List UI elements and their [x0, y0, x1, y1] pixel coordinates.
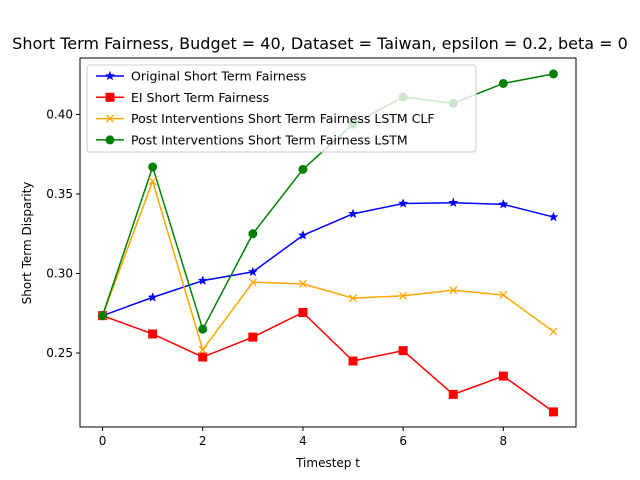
data-point — [448, 197, 459, 208]
x-tick-label: 0 — [99, 434, 107, 448]
data-point — [298, 307, 308, 317]
legend-marker — [105, 92, 115, 102]
plot-frame — [79, 57, 577, 428]
x-tick-label: 8 — [500, 434, 508, 448]
data-point — [498, 371, 508, 381]
data-point — [348, 294, 358, 303]
data-point — [348, 356, 358, 366]
data-point — [498, 198, 509, 209]
legend-label: Original Short Term Fairness — [131, 69, 306, 84]
legend-label: Post Interventions Short Term Fairness L… — [131, 111, 435, 126]
legend-marker — [104, 70, 116, 81]
legend-box — [86, 64, 477, 153]
data-point — [398, 198, 409, 208]
legend-label: EI Short Term Fairness — [131, 90, 269, 105]
data-point — [148, 162, 158, 172]
data-point — [548, 69, 558, 79]
data-point — [498, 78, 508, 88]
y-axis-label: Short Term Disparity — [20, 182, 34, 305]
y-axis: 0.25 0.30 0.35 0.40 — [46, 107, 80, 360]
y-tick-label: 0.35 — [46, 187, 73, 201]
data-point — [499, 290, 508, 300]
legend-marker — [105, 135, 115, 145]
series-line-2 — [102, 311, 554, 413]
y-tick-label: 0.25 — [46, 346, 73, 360]
data-point — [248, 332, 258, 342]
data-point — [398, 346, 408, 356]
data-point — [347, 208, 359, 219]
series-line-1 — [102, 201, 554, 317]
series-line-3 — [101, 180, 554, 351]
data-point — [197, 275, 208, 285]
data-point — [148, 329, 158, 339]
data-point — [198, 352, 208, 362]
data-point — [448, 389, 458, 399]
data-point — [297, 230, 309, 240]
legend-label: Post Interventions Short Term Fairness L… — [131, 132, 408, 147]
chart-title: Short Term Fairness, Budget = 40, Datase… — [12, 34, 628, 53]
x-tick-label: 2 — [199, 434, 207, 448]
x-axis-label: Timestep t — [295, 456, 360, 470]
legend: Original Short Term Fairness EI Short Ter… — [86, 64, 477, 153]
data-point — [248, 278, 257, 287]
data-point — [248, 229, 258, 239]
x-tick-label: 4 — [299, 434, 307, 448]
data-point — [198, 345, 207, 354]
y-tick-label: 0.40 — [46, 107, 73, 121]
data-point — [147, 292, 158, 302]
data-point — [399, 291, 408, 300]
data-point — [247, 266, 258, 277]
data-point — [98, 311, 108, 321]
x-axis: 0 2 4 6 8 — [99, 427, 507, 448]
data-point — [548, 211, 559, 222]
data-point — [148, 177, 157, 186]
data-point — [449, 286, 458, 295]
data-point — [298, 279, 308, 288]
data-point — [198, 324, 208, 334]
x-tick-label: 6 — [399, 434, 407, 448]
data-point — [549, 327, 558, 336]
data-point — [548, 407, 558, 417]
data-point — [298, 164, 308, 174]
y-tick-label: 0.30 — [46, 267, 73, 281]
legend-marker — [105, 114, 115, 123]
